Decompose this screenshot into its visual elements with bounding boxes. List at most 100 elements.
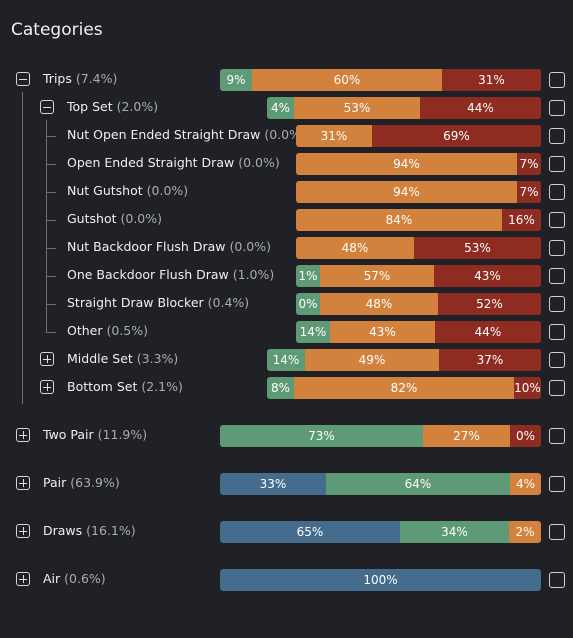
category-row-gutshot: Gutshot (0.0%) 84% 16%	[0, 208, 573, 232]
frequency-bar: 9% 60% 31%	[220, 69, 541, 91]
category-row-two-pair: Two Pair (11.9%) 73% 27% 0%	[0, 424, 573, 448]
select-checkbox[interactable]	[549, 296, 565, 312]
bar-segment-orange: 2%	[509, 521, 541, 543]
expand-icon[interactable]	[16, 428, 30, 442]
select-checkbox[interactable]	[549, 212, 565, 228]
category-label: One Backdoor Flush Draw (1.0%)	[67, 267, 275, 282]
select-checkbox[interactable]	[549, 128, 565, 144]
tree-branch	[46, 220, 56, 221]
category-label: Middle Set (3.3%)	[67, 351, 179, 366]
category-row-nut-gutshot: Nut Gutshot (0.0%) 94% 7%	[0, 180, 573, 204]
bar-segment-orange: 53%	[294, 97, 420, 119]
tree-branch	[46, 248, 56, 249]
bar-segment-orange: 4%	[510, 473, 541, 495]
category-label: Top Set (2.0%)	[67, 99, 159, 114]
frequency-bar: 1% 57% 43%	[296, 265, 541, 287]
tree-branch	[46, 192, 56, 193]
select-checkbox[interactable]	[549, 572, 565, 588]
frequency-bar: 4% 53% 44%	[267, 97, 541, 119]
select-checkbox[interactable]	[549, 352, 565, 368]
bar-segment-green: 14%	[296, 321, 330, 343]
bar-segment-red: 69%	[372, 125, 541, 147]
bar-segment-orange: 48%	[296, 237, 414, 259]
select-checkbox[interactable]	[549, 268, 565, 284]
tree-branch	[46, 164, 56, 165]
bar-segment-red: 10%	[514, 377, 541, 399]
select-checkbox[interactable]	[549, 524, 565, 540]
category-label: Air (0.6%)	[43, 571, 106, 586]
category-label: Open Ended Straight Draw (0.0%)	[67, 155, 280, 170]
bar-segment-orange: 94%	[296, 181, 517, 203]
select-checkbox[interactable]	[549, 324, 565, 340]
bar-segment-red: 37%	[439, 349, 541, 371]
bar-segment-orange: 31%	[296, 125, 372, 147]
bar-segment-red: 0%	[510, 425, 541, 447]
category-label: Bottom Set (2.1%)	[67, 379, 183, 394]
bar-segment-orange: 60%	[252, 69, 442, 91]
frequency-bar: 8% 82% 10%	[267, 377, 541, 399]
tree-line-trips	[22, 92, 23, 404]
bar-segment-orange: 27%	[423, 425, 510, 447]
category-row-trips: Trips (7.4%) 9% 60% 31%	[0, 68, 573, 92]
select-checkbox[interactable]	[549, 72, 565, 88]
collapse-icon[interactable]	[40, 100, 54, 114]
bar-segment-red: 31%	[442, 69, 541, 91]
select-checkbox[interactable]	[549, 184, 565, 200]
category-label: Draws (16.1%)	[43, 523, 136, 538]
category-row-pair: Pair (63.9%) 33% 64% 4%	[0, 472, 573, 496]
bar-segment-red: 44%	[435, 321, 541, 343]
frequency-bar: 84% 16%	[296, 209, 541, 231]
select-checkbox[interactable]	[549, 156, 565, 172]
bar-segment-orange: 84%	[296, 209, 502, 231]
category-label: Straight Draw Blocker (0.4%)	[67, 295, 250, 310]
bar-segment-orange: 94%	[296, 153, 517, 175]
expand-icon[interactable]	[40, 380, 54, 394]
category-label: Gutshot (0.0%)	[67, 211, 162, 226]
bar-segment-blue: 33%	[220, 473, 326, 495]
bar-segment-red: 7%	[517, 181, 541, 203]
category-row-bottom-set: Bottom Set (2.1%) 8% 82% 10%	[0, 376, 573, 400]
expand-icon[interactable]	[40, 352, 54, 366]
bar-segment-red: 52%	[438, 293, 541, 315]
tree-branch	[46, 332, 56, 333]
select-checkbox[interactable]	[549, 240, 565, 256]
category-label: Trips (7.4%)	[43, 71, 118, 86]
category-label: Pair (63.9%)	[43, 475, 120, 490]
bar-segment-blue: 100%	[220, 569, 541, 591]
bar-segment-green: 34%	[400, 521, 509, 543]
category-row-air: Air (0.6%) 100%	[0, 568, 573, 592]
bar-segment-orange: 48%	[320, 293, 438, 315]
categories-title: Categories	[11, 20, 103, 40]
bar-segment-green: 9%	[220, 69, 252, 91]
category-row-other: Other (0.5%) 14% 43% 44%	[0, 320, 573, 344]
category-label: Nut Open Ended Straight Draw (0.0%)	[67, 127, 306, 142]
category-row-nut-bdfd: Nut Backdoor Flush Draw (0.0%) 48% 53%	[0, 236, 573, 260]
category-label: Nut Backdoor Flush Draw (0.0%)	[67, 239, 271, 254]
bar-segment-green: 1%	[296, 265, 320, 287]
collapse-icon[interactable]	[16, 72, 30, 86]
bar-segment-blue: 65%	[220, 521, 400, 543]
frequency-bar: 0% 48% 52%	[296, 293, 541, 315]
select-checkbox[interactable]	[549, 476, 565, 492]
frequency-bar: 33% 64% 4%	[220, 473, 541, 495]
bar-segment-green: 64%	[326, 473, 510, 495]
frequency-bar: 48% 53%	[296, 237, 541, 259]
select-checkbox[interactable]	[549, 380, 565, 396]
frequency-bar: 65% 34% 2%	[220, 521, 541, 543]
select-checkbox[interactable]	[549, 100, 565, 116]
category-row-draws: Draws (16.1%) 65% 34% 2%	[0, 520, 573, 544]
bar-segment-orange: 49%	[305, 349, 439, 371]
frequency-bar: 94% 7%	[296, 153, 541, 175]
frequency-bar: 73% 27% 0%	[220, 425, 541, 447]
frequency-bar: 94% 7%	[296, 181, 541, 203]
frequency-bar: 31% 69%	[296, 125, 541, 147]
expand-icon[interactable]	[16, 572, 30, 586]
expand-icon[interactable]	[16, 524, 30, 538]
frequency-bar: 14% 49% 37%	[267, 349, 541, 371]
category-label: Two Pair (11.9%)	[43, 427, 148, 442]
expand-icon[interactable]	[16, 476, 30, 490]
bar-segment-red: 43%	[434, 265, 541, 287]
category-label: Other (0.5%)	[67, 323, 148, 338]
tree-branch	[46, 136, 56, 137]
select-checkbox[interactable]	[549, 428, 565, 444]
